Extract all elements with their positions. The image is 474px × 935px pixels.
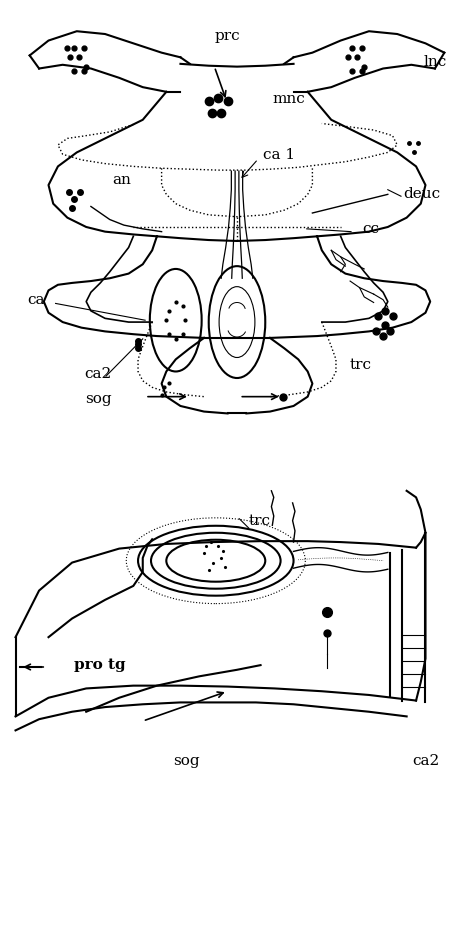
Text: sog: sog [173,755,200,769]
Text: mnc: mnc [273,93,305,107]
Text: lnc: lnc [423,55,447,69]
Text: ca: ca [27,293,45,307]
Text: trc: trc [349,358,371,372]
Text: ca 1: ca 1 [263,149,295,162]
Text: trc: trc [249,514,271,528]
Text: prc: prc [215,29,240,43]
Text: ca2: ca2 [84,367,111,381]
Text: ca2: ca2 [412,755,439,769]
Text: cc: cc [362,222,379,236]
Text: sog: sog [85,393,112,407]
Text: deuc: deuc [403,187,440,201]
Text: an: an [112,173,131,187]
Text: pro tg: pro tg [74,658,126,672]
